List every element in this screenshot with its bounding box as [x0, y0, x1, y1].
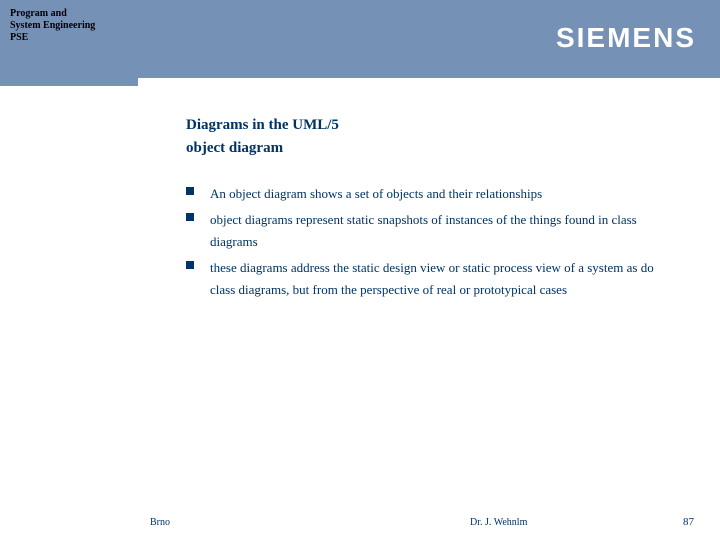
title-line-1: Diagrams in the UML/5 [186, 117, 339, 133]
bullet-text: object diagrams represent static snapsho… [210, 212, 637, 249]
title-line-2: object diagram [186, 140, 283, 156]
footer-location: Brno [150, 517, 170, 528]
square-bullet-icon [186, 213, 194, 221]
list-item: object diagrams represent static snapsho… [186, 209, 680, 253]
header-right: SIEMENS [138, 0, 720, 78]
header-bar: Program and System Engineering PSE SIEME… [0, 0, 720, 78]
header-org-block: Program and System Engineering PSE [0, 0, 138, 78]
header-underbar [0, 78, 138, 86]
org-line-1: Program and [10, 8, 128, 20]
square-bullet-icon [186, 187, 194, 195]
left-sidebar [0, 86, 138, 540]
page-number: 87 [683, 516, 694, 528]
bullet-text: these diagrams address the static design… [210, 260, 654, 297]
org-line-2: System Engineering [10, 20, 128, 32]
bullet-text: An object diagram shows a set of objects… [210, 186, 542, 201]
bullet-list: An object diagram shows a set of objects… [186, 183, 680, 301]
footer-author: Dr. J. Wehnlm [470, 517, 527, 528]
slide-content: Diagrams in the UML/5 object diagram An … [138, 86, 720, 540]
list-item: these diagrams address the static design… [186, 257, 680, 301]
list-item: An object diagram shows a set of objects… [186, 183, 680, 205]
org-line-3: PSE [10, 32, 128, 44]
square-bullet-icon [186, 261, 194, 269]
footer: Brno Dr. J. Wehnlm 87 [0, 508, 720, 528]
slide-title: Diagrams in the UML/5 object diagram [186, 114, 680, 159]
siemens-logo: SIEMENS [556, 22, 696, 54]
